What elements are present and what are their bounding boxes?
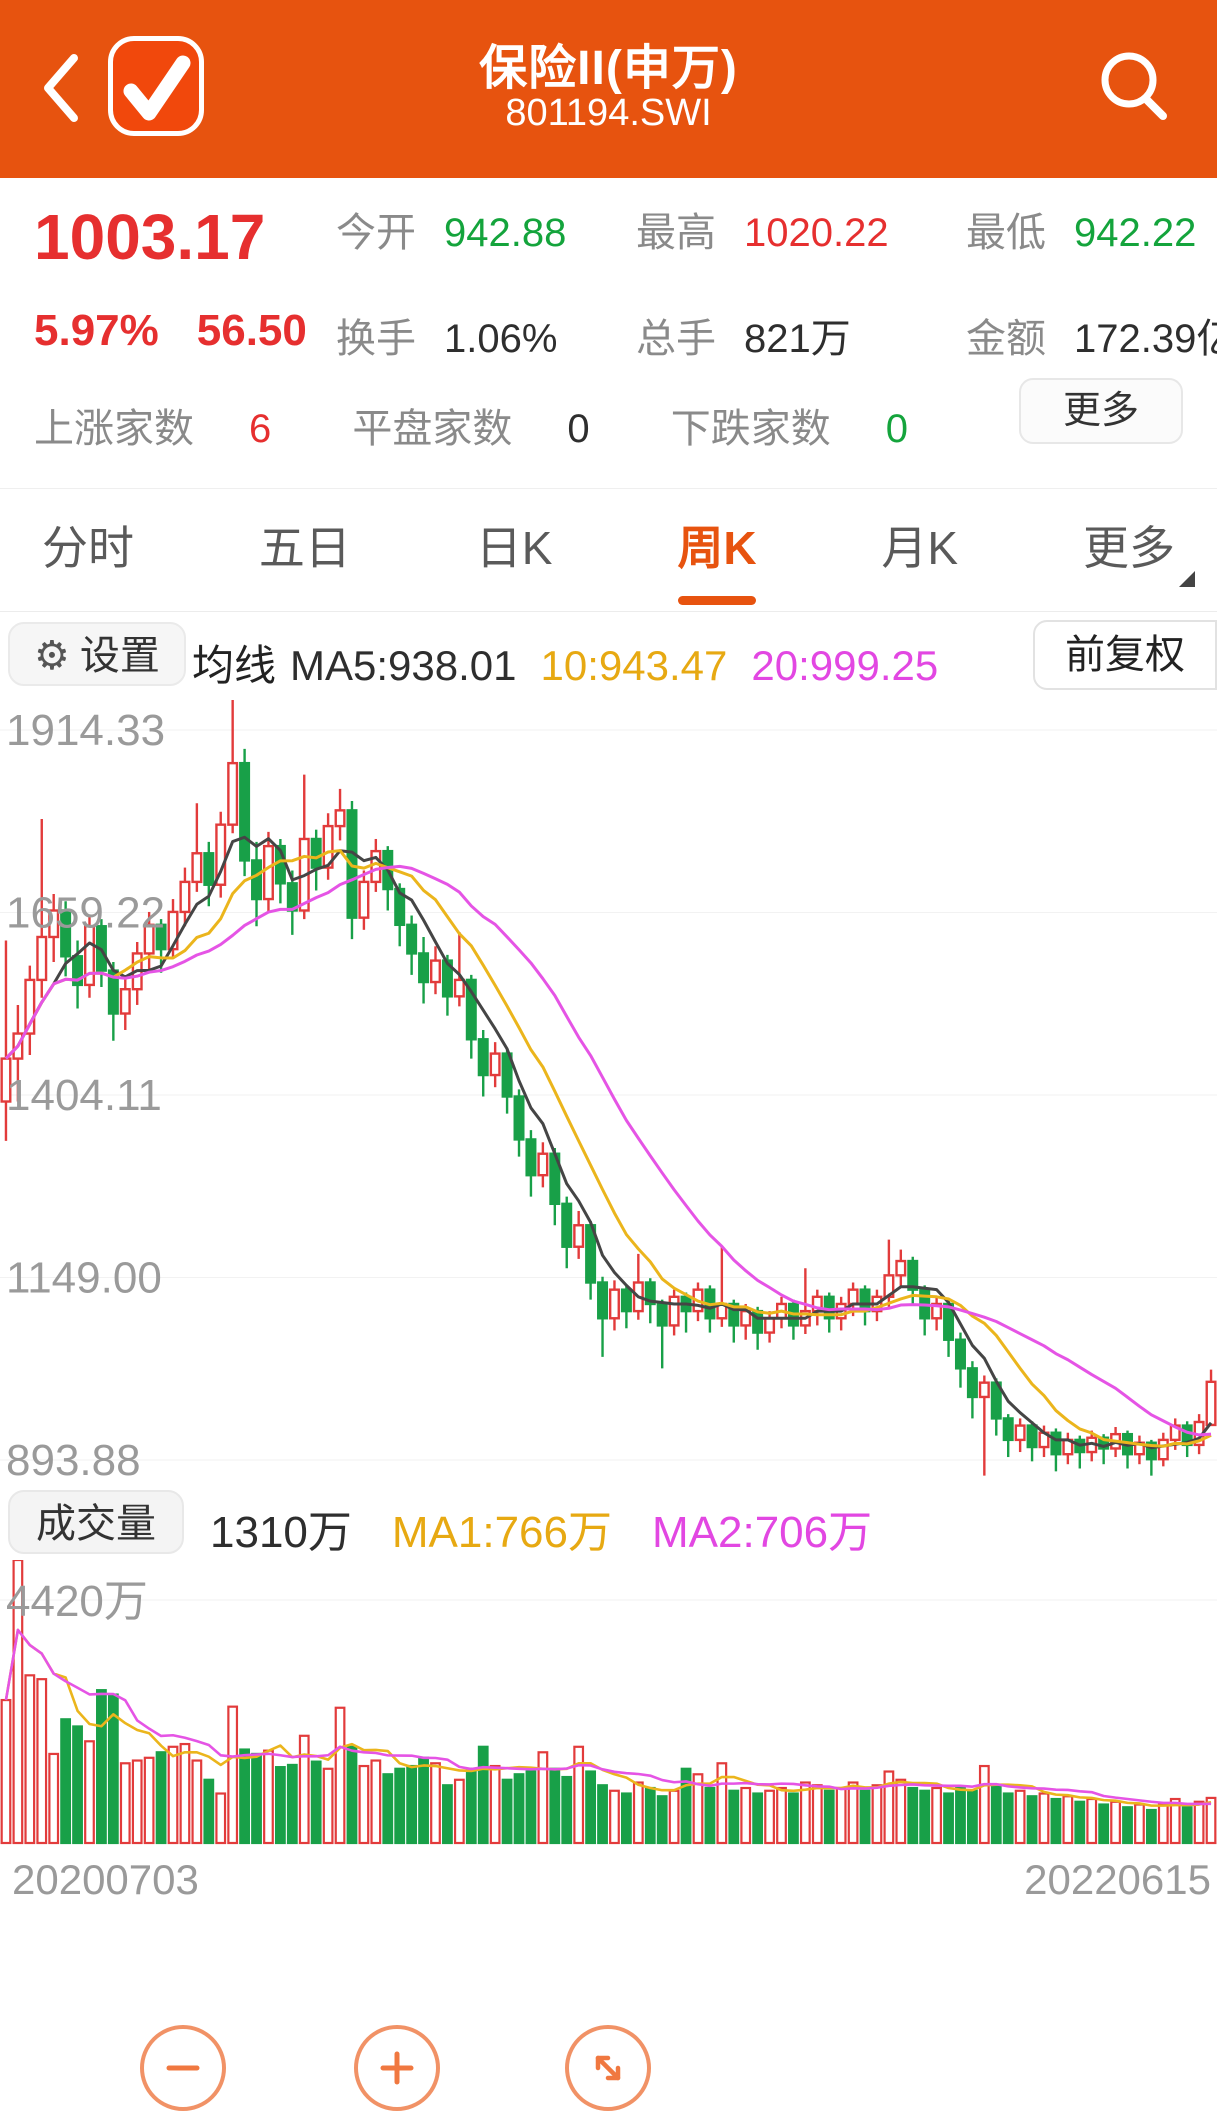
svg-text:893.88: 893.88 bbox=[6, 1436, 141, 1485]
expand-arrows-icon bbox=[595, 2055, 621, 2081]
quote-panel: 1003.17 5.97% 56.50 今开 942.88 最高 1020.22 最低… bbox=[0, 178, 1217, 489]
tab-fiveday[interactable]: 五日 bbox=[258, 522, 351, 574]
price-plot: 1914.33 1659.22 1404.11 1149.00 893.88 bbox=[0, 695, 1217, 1485]
svg-text:1149.00: 1149.00 bbox=[6, 1253, 162, 1302]
watchlist-check-icon[interactable] bbox=[108, 36, 204, 136]
app-header: 保险II(申万) 801194.SWI bbox=[0, 0, 1217, 178]
svg-text:1659.22: 1659.22 bbox=[6, 888, 165, 937]
change-percent: 5.97% bbox=[34, 306, 159, 355]
stat-amount: 金额 172.39亿 bbox=[966, 317, 1217, 361]
candlestick-chart[interactable]: 1914.33 1659.22 1404.11 1149.00 893.88 bbox=[0, 695, 1217, 2111]
quote-grid: 今开 942.88 最高 1020.22 最低 942.22 换手 1.06% 总手 82… bbox=[336, 200, 1217, 364]
price-change: 5.97% 56.50 bbox=[34, 306, 345, 356]
plus-icon bbox=[380, 2051, 414, 2085]
stat-turnover: 换手 1.06% bbox=[336, 317, 558, 361]
svg-text:1914.33: 1914.33 bbox=[6, 706, 165, 755]
corner-triangle-icon bbox=[1178, 571, 1195, 587]
volume-legend: 1310万 MA1:766万 MA2:706万 bbox=[210, 1496, 872, 1560]
fullscreen-button[interactable] bbox=[565, 2025, 651, 2111]
tab-daily-k[interactable]: 日K bbox=[475, 522, 553, 574]
volume-ma2: MA2:706万 bbox=[652, 1508, 873, 1557]
ma20-value: 20:999.25 bbox=[751, 642, 939, 689]
zoom-out-button[interactable] bbox=[140, 2025, 226, 2111]
period-tab-bar: 分时 五日 日K 周K 月K 更多 bbox=[0, 489, 1217, 612]
instrument-code: 801194.SWI bbox=[505, 92, 712, 134]
volume-ma1: MA1:766万 bbox=[391, 1508, 612, 1557]
selected-tab-underline bbox=[677, 596, 756, 605]
tab-weekly-k[interactable]: 周K bbox=[677, 489, 757, 611]
tab-monthly-k[interactable]: 月K bbox=[881, 522, 959, 574]
search-icon[interactable] bbox=[1093, 46, 1177, 130]
x-axis-end-date: 20220615 bbox=[1024, 1856, 1211, 1903]
stat-low: 最低 942.22 bbox=[966, 211, 1197, 255]
volume-indicator-button[interactable]: 成交量 bbox=[8, 1490, 184, 1554]
change-value: 56.50 bbox=[196, 306, 307, 355]
last-price: 1003.17 bbox=[34, 201, 266, 273]
svg-text:1404.11: 1404.11 bbox=[6, 1071, 162, 1120]
page-title: 保险II(申万) bbox=[479, 42, 738, 95]
volume-plot: 4420万 bbox=[0, 1558, 1217, 1845]
more-stats-button[interactable]: 更多 bbox=[1019, 378, 1183, 444]
x-axis-start-date: 20200703 bbox=[12, 1856, 199, 1903]
settings-button[interactable]: ⚙ 设置 bbox=[8, 622, 186, 686]
ma10-value: 10:943.47 bbox=[540, 642, 728, 689]
zoom-in-button[interactable] bbox=[354, 2025, 440, 2111]
volume-current: 1310万 bbox=[210, 1508, 352, 1557]
ma-prefix: 均线 bbox=[192, 642, 277, 689]
stat-high: 最高 1020.22 bbox=[636, 211, 889, 255]
chart-toolbar: ⚙ 设置 均线 MA5:938.01 10:943.47 20:999.25 前复权 bbox=[0, 612, 1217, 701]
minus-icon bbox=[166, 2065, 200, 2071]
adjust-mode-button[interactable]: 前复权 bbox=[1033, 620, 1217, 690]
ma5-value: MA5:938.01 bbox=[290, 642, 517, 689]
x-axis: 20200703 20220615 bbox=[0, 1848, 1217, 1916]
tab-more[interactable]: 更多 bbox=[1083, 489, 1195, 611]
ma-legend: 均线 MA5:938.01 10:943.47 20:999.25 bbox=[192, 632, 938, 693]
volume-chart[interactable]: 4420万 bbox=[0, 1558, 1217, 1848]
back-icon[interactable] bbox=[38, 52, 82, 124]
breadth-counts: 上涨家数 6 平盘家数 0 下跌家数 0 bbox=[34, 407, 908, 451]
gear-icon: ⚙ bbox=[34, 633, 70, 679]
svg-text:4420万: 4420万 bbox=[6, 1577, 148, 1626]
stat-volume: 总手 821万 bbox=[636, 317, 851, 361]
stat-open: 今开 942.88 bbox=[336, 211, 567, 255]
volume-header: 成交量 1310万 MA1:766万 MA2:706万 bbox=[0, 1488, 1217, 1560]
tab-minute[interactable]: 分时 bbox=[42, 522, 134, 574]
